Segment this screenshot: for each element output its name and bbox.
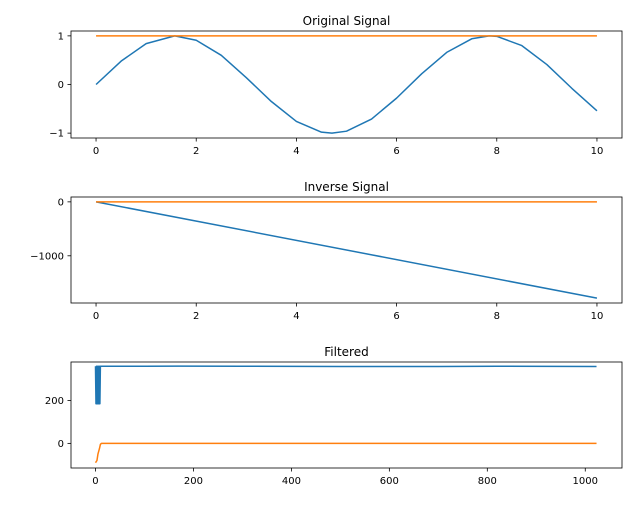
original-signal-panel: 0 2 4 6 8 10 −1 0 1 Original Signal (49, 14, 623, 157)
original-signal-axes-frame (70, 30, 623, 139)
filtered-title: Filtered (324, 345, 368, 359)
inverse-signal-x-tick-label: 8 (494, 311, 500, 322)
original-signal-x-tick-label: 8 (494, 146, 500, 157)
filtered-axes-frame (70, 361, 623, 469)
original-signal-x-tick-label: 4 (293, 146, 299, 157)
inverse-signal-x-tick-label: 6 (393, 311, 399, 322)
inverse-signal-x-tick-label: 2 (193, 311, 199, 322)
filtered-x-tick-label: 800 (478, 476, 497, 487)
original-signal-x-tick-label: 2 (193, 146, 199, 157)
filtered-y-tick-label: 0 (58, 439, 64, 450)
inverse-signal-y-tick-label: 0 (58, 197, 64, 208)
original-signal-y-tick-label: 0 (58, 80, 64, 91)
original-signal-title: Original Signal (303, 14, 391, 28)
filtered-panel: 0 200 400 600 800 1000 0 200 Filtered (45, 345, 623, 487)
original-signal-x-tick-label: 10 (591, 146, 604, 157)
filtered-series-1-line (94, 365, 597, 405)
filtered-x-tick-label: 1000 (573, 476, 598, 487)
original-signal-y-tick-label: −1 (49, 129, 64, 140)
original-signal-x-tick-label: 6 (393, 146, 399, 157)
inverse-signal-title: Inverse Signal (304, 180, 389, 194)
inverse-signal-axes-frame (70, 196, 623, 304)
filtered-x-tick-label: 0 (92, 476, 98, 487)
filtered-y-tick-label: 200 (45, 396, 64, 407)
filtered-x-tick-label: 200 (184, 476, 203, 487)
inverse-signal-panel: 0 2 4 6 8 10 −1000 0 Inverse Signal (30, 180, 623, 322)
filtered-series-2-line (94, 442, 597, 464)
filtered-x-tick-label: 400 (282, 476, 301, 487)
original-signal-series-1-line (95, 35, 598, 134)
inverse-signal-y-tick-label: −1000 (30, 251, 64, 262)
original-signal-x-tick-label: 0 (93, 146, 99, 157)
original-signal-y-tick-label: 1 (58, 31, 64, 42)
inverse-signal-series-1-line (95, 201, 598, 299)
inverse-signal-x-tick-label: 10 (591, 311, 604, 322)
inverse-signal-x-tick-label: 4 (293, 311, 299, 322)
filtered-x-tick-label: 600 (380, 476, 399, 487)
inverse-signal-x-tick-label: 0 (93, 311, 99, 322)
